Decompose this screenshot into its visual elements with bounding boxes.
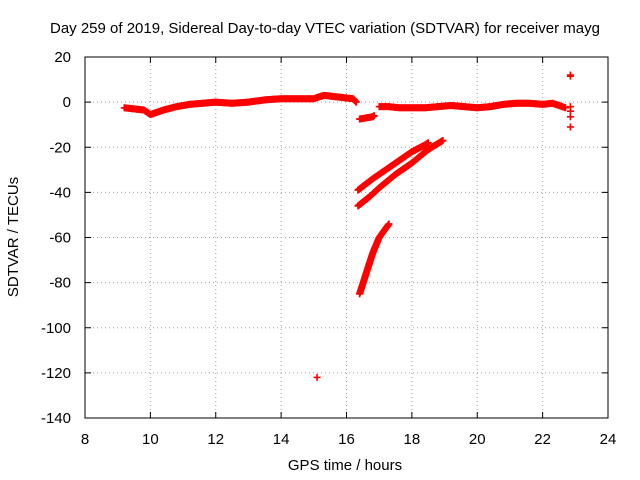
series-steep-arc [356, 220, 393, 298]
data-point [385, 220, 393, 228]
x-axis-label: GPS time / hours [288, 457, 402, 474]
series-descending-arc-1 [354, 139, 432, 194]
x-tick-label: 20 [469, 431, 486, 448]
y-tick-label: -40 [49, 184, 71, 201]
x-tick-label: 24 [600, 431, 617, 448]
data-point [352, 98, 360, 106]
x-tick-label: 14 [273, 431, 290, 448]
series-descending-arc-2 [354, 136, 447, 210]
data-point [370, 112, 378, 120]
x-tick-label: 8 [81, 431, 89, 448]
y-tick-label: 0 [63, 94, 71, 111]
y-tick-label: -80 [49, 275, 71, 292]
x-tick-label: 18 [404, 431, 421, 448]
series-outliers [313, 71, 574, 381]
y-tick-label: -20 [49, 139, 71, 156]
x-tick-label: 22 [534, 431, 551, 448]
x-tick-label: 16 [338, 431, 355, 448]
data-point [439, 136, 447, 144]
series-main-track-1 [120, 91, 360, 119]
y-tick-label: 20 [54, 49, 71, 66]
chart-title: Day 259 of 2019, Sidereal Day-to-day VTE… [50, 20, 600, 37]
data-point [566, 123, 574, 131]
data-points [120, 71, 574, 381]
series-short-segment-after-gap [356, 112, 378, 123]
y-axis-label: SDTVAR / TECUs [5, 177, 22, 297]
axis-ticks: 8 10 12 14 16 18 20 22 24 20 0 -20 -40 -60 -80 -100 -120… [41, 49, 616, 448]
grid-lines [85, 57, 608, 418]
data-point [566, 72, 574, 80]
x-tick-label: 10 [142, 431, 159, 448]
y-tick-label: -140 [41, 410, 71, 427]
y-tick-label: -120 [41, 365, 71, 382]
x-tick-label: 12 [207, 431, 224, 448]
y-tick-label: -60 [49, 230, 71, 247]
data-point [566, 113, 574, 121]
data-point [562, 104, 570, 112]
data-point [566, 103, 574, 111]
series-main-track-2 [375, 99, 570, 112]
data-point [424, 139, 432, 147]
data-point [313, 373, 321, 381]
y-tick-label: -100 [41, 320, 71, 337]
